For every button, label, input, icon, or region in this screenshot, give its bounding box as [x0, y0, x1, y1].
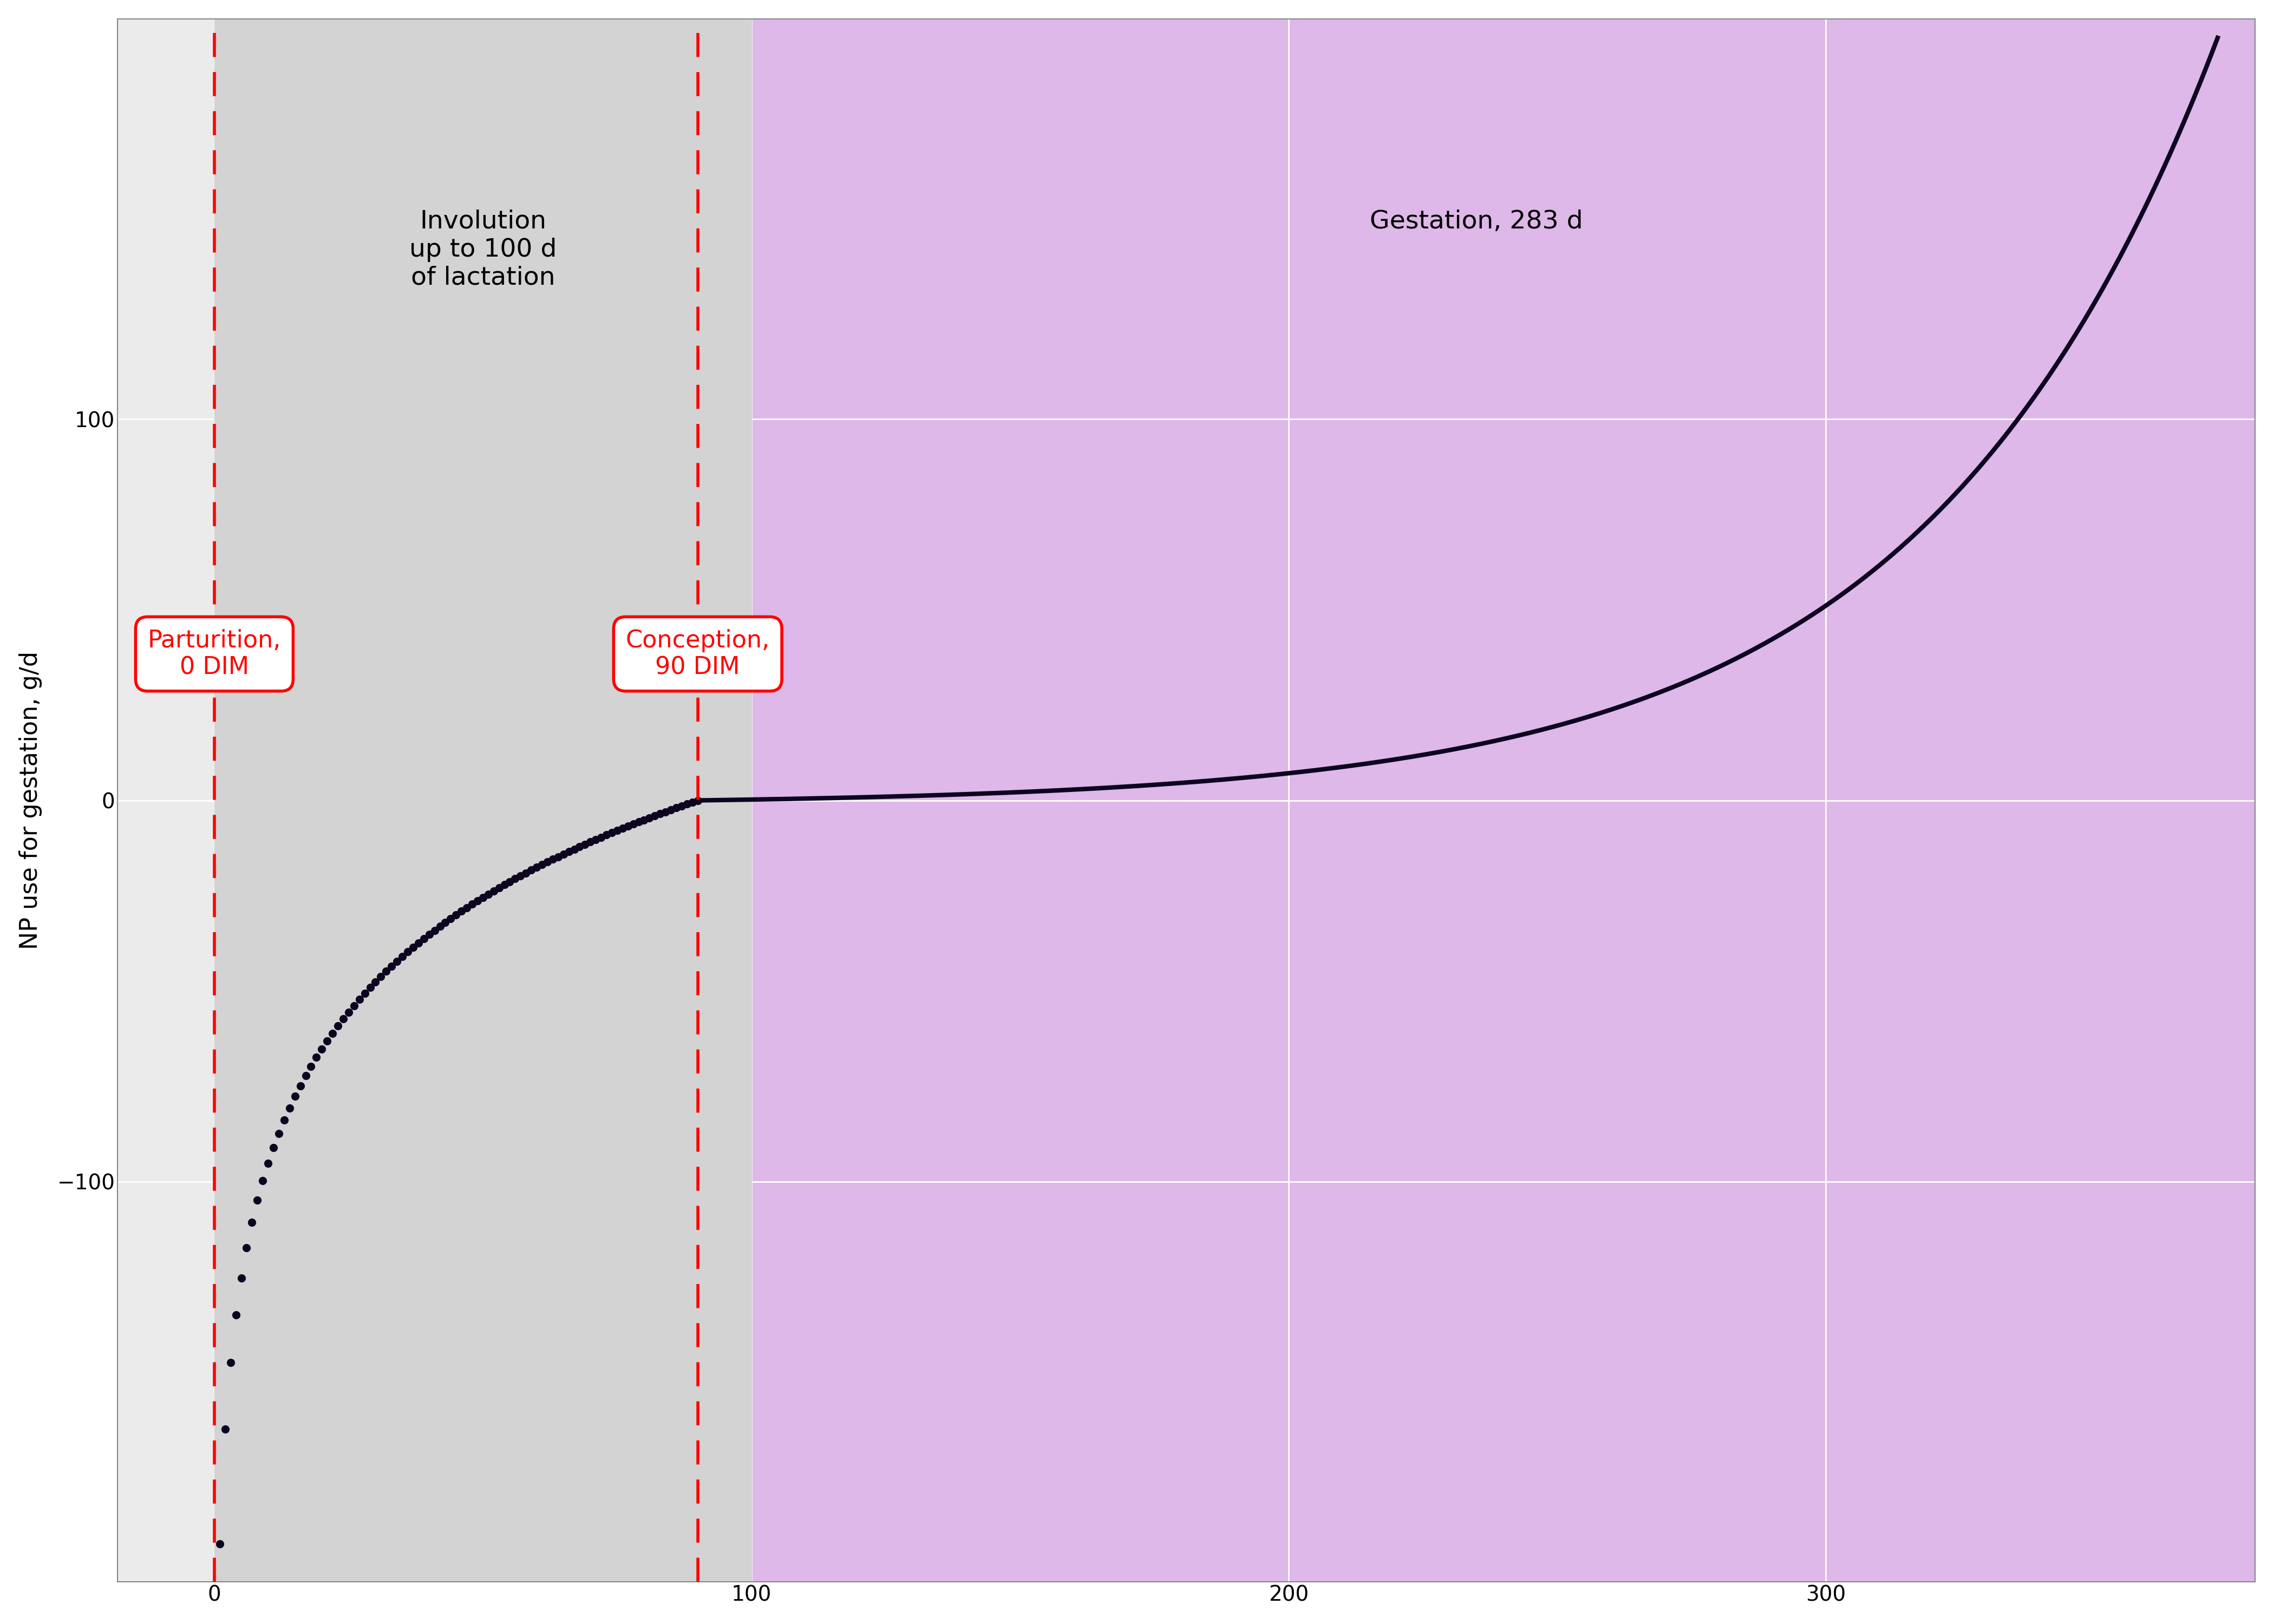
Point	[362, 963, 398, 989]
Point	[314, 1020, 350, 1046]
Point	[503, 862, 539, 888]
Point	[282, 1073, 318, 1099]
Point	[330, 999, 366, 1025]
Point	[507, 861, 543, 887]
Point	[578, 827, 614, 853]
Point	[380, 948, 416, 974]
Point	[443, 898, 480, 924]
Point	[223, 1265, 259, 1291]
Point	[648, 799, 684, 825]
Point	[609, 814, 646, 840]
Point	[614, 810, 650, 836]
Point	[202, 1531, 239, 1557]
Point	[321, 1013, 357, 1039]
Point	[211, 1350, 248, 1376]
Text: Involution
up to 100 d
of lactation: Involution up to 100 d of lactation	[409, 209, 557, 291]
Point	[368, 958, 405, 984]
Point	[471, 882, 507, 908]
Bar	[214, 19, 750, 1582]
Point	[439, 901, 475, 927]
Point	[287, 1062, 323, 1088]
Point	[227, 1234, 264, 1260]
Point	[605, 815, 641, 841]
Point	[550, 838, 587, 864]
Point	[239, 1187, 275, 1213]
Point	[680, 788, 716, 814]
Point	[389, 939, 425, 965]
Point	[428, 909, 464, 935]
Point	[589, 822, 625, 848]
Point	[207, 1416, 243, 1442]
Y-axis label: NP use for gestation, g/d: NP use for gestation, g/d	[18, 651, 43, 950]
Point	[337, 992, 373, 1018]
Point	[573, 828, 609, 854]
Point	[491, 869, 528, 895]
Point	[487, 872, 523, 898]
Point	[455, 892, 491, 918]
Point	[669, 791, 705, 817]
Point	[653, 797, 689, 823]
Point	[464, 885, 500, 911]
Point	[448, 895, 484, 921]
Point	[582, 825, 619, 851]
Point	[298, 1044, 334, 1070]
Point	[400, 931, 437, 957]
Point	[325, 1005, 362, 1031]
Text: Gestation, 283 d: Gestation, 283 d	[1369, 209, 1583, 234]
Point	[664, 793, 700, 818]
Point	[518, 854, 555, 880]
Point	[523, 851, 559, 877]
Point	[250, 1150, 287, 1176]
Point	[498, 866, 534, 892]
Point	[384, 944, 421, 970]
Point	[218, 1302, 255, 1328]
Point	[534, 846, 571, 872]
Point	[357, 970, 393, 996]
Point	[302, 1036, 339, 1062]
Point	[277, 1083, 314, 1109]
Point	[396, 934, 432, 960]
Point	[562, 833, 598, 859]
Text: Conception,
90 DIM: Conception, 90 DIM	[625, 628, 771, 679]
Point	[621, 809, 657, 835]
Point	[262, 1121, 298, 1147]
Point	[598, 817, 634, 843]
Point	[255, 1135, 291, 1161]
Point	[309, 1028, 346, 1054]
Point	[566, 831, 603, 857]
Point	[341, 986, 377, 1012]
Point	[421, 913, 457, 939]
Point	[641, 801, 678, 827]
Point	[530, 849, 566, 875]
Point	[514, 857, 550, 883]
Point	[234, 1210, 271, 1236]
Point	[432, 906, 468, 932]
Point	[557, 836, 594, 862]
Point	[271, 1095, 307, 1121]
Point	[546, 841, 582, 867]
Point	[539, 844, 575, 870]
Point	[480, 875, 516, 901]
Point	[475, 879, 512, 905]
Point	[266, 1108, 302, 1134]
Bar	[698, 19, 2256, 1582]
Point	[625, 807, 662, 833]
Point	[346, 981, 382, 1007]
Point	[352, 974, 389, 1000]
Point	[632, 806, 669, 831]
Point	[293, 1054, 330, 1080]
Text: Parturition,
0 DIM: Parturition, 0 DIM	[148, 628, 282, 679]
Point	[412, 921, 448, 947]
Point	[637, 802, 673, 828]
Point	[373, 953, 409, 979]
Point	[246, 1168, 282, 1194]
Point	[657, 794, 694, 820]
Point	[673, 789, 709, 815]
Point	[459, 888, 496, 914]
Point	[416, 918, 453, 944]
Point	[594, 820, 630, 846]
Point	[405, 926, 441, 952]
